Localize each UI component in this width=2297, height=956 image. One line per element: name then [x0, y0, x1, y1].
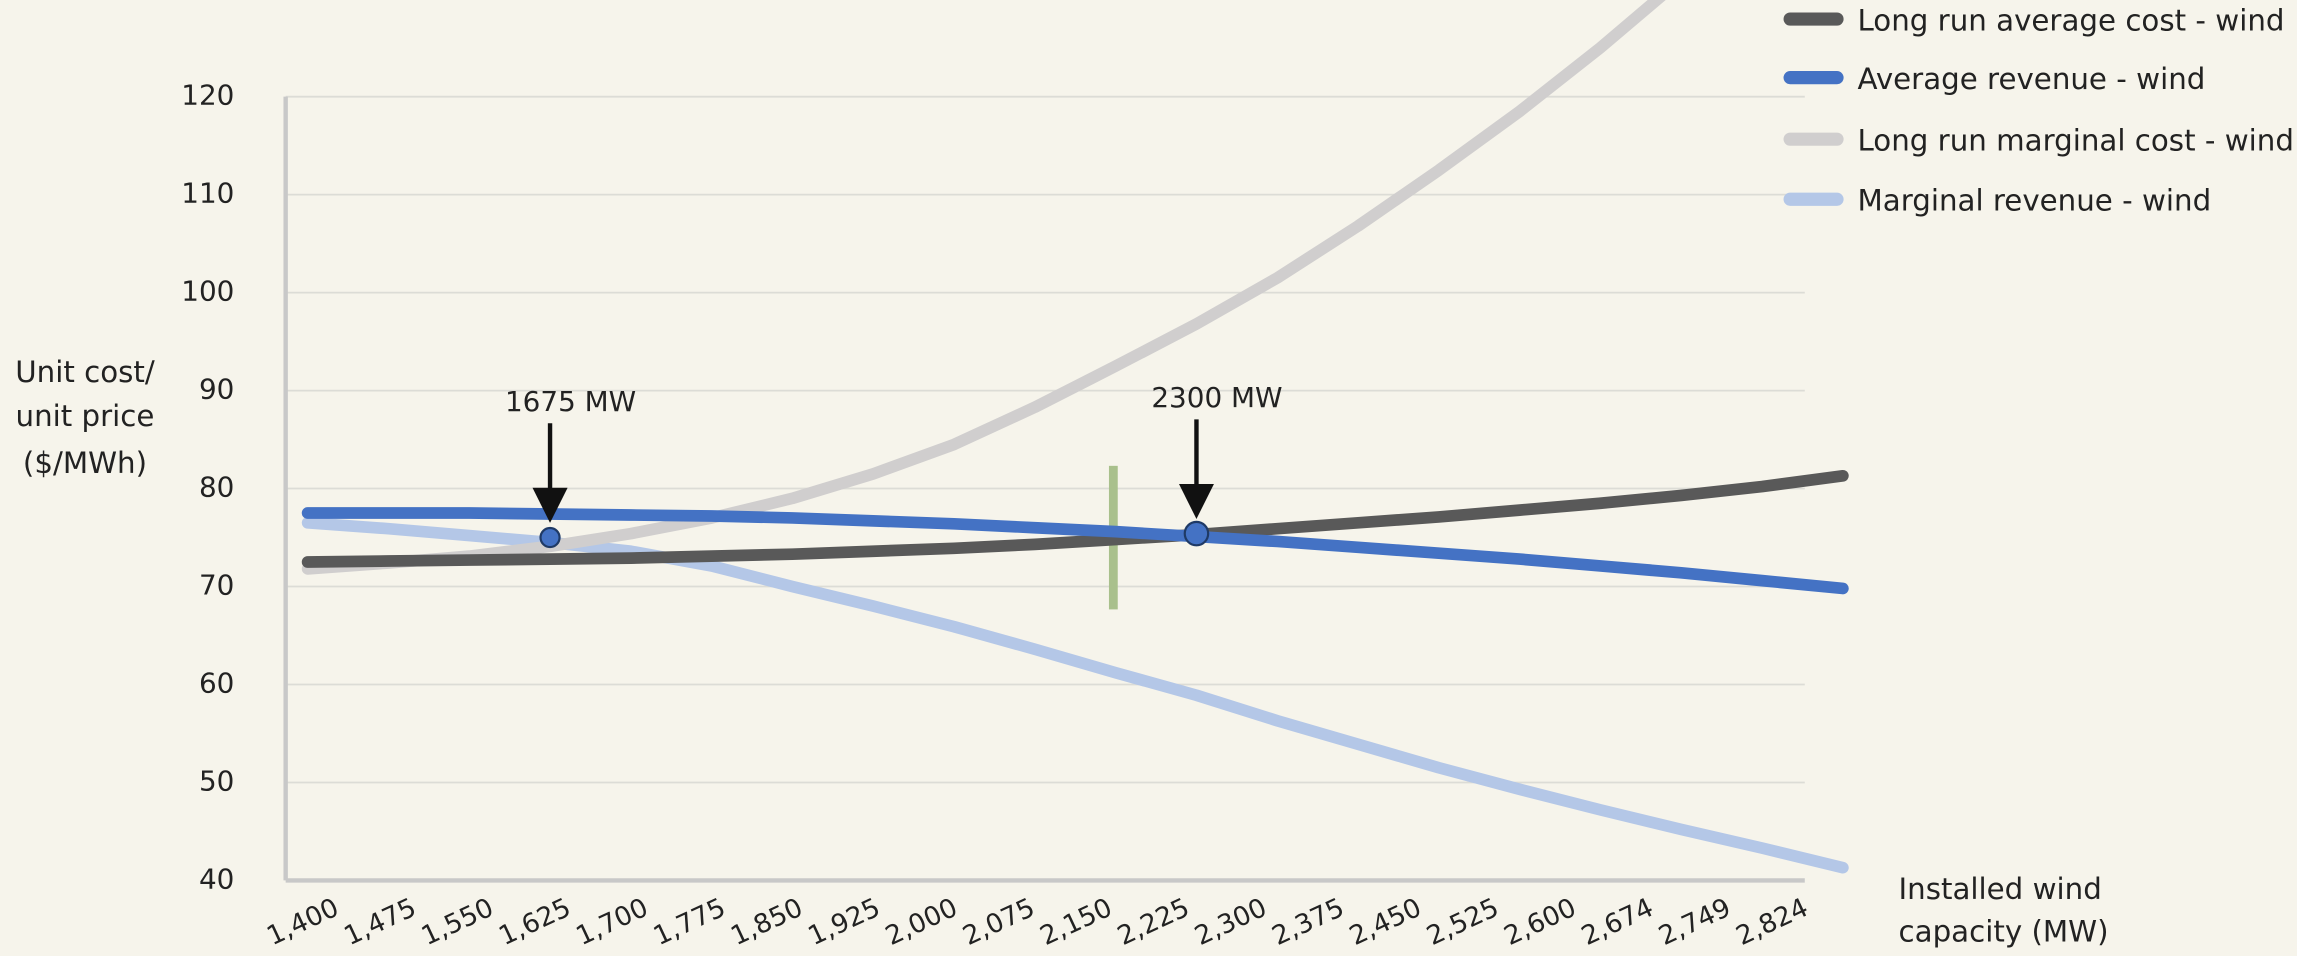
y-axis-label: unit price — [16, 399, 155, 433]
x-axis-label: Installed wind — [1899, 872, 2102, 906]
legend-label: Long run average cost - wind — [1858, 3, 2285, 37]
y-axis-label: Unit cost/ — [15, 355, 155, 389]
annotation-point — [539, 526, 561, 549]
legend-label: Average revenue - wind — [1858, 62, 2206, 96]
y-tick-label: 50 — [199, 764, 234, 797]
annotations: 1675 MW 2300 MW — [505, 381, 1283, 549]
annotation-text: 1675 MW — [505, 385, 636, 418]
y-tick-label: 110 — [181, 177, 234, 210]
annotation-point — [1183, 520, 1210, 547]
legend-label: Marginal revenue - wind — [1858, 184, 2212, 218]
y-tick-label: 80 — [199, 471, 234, 504]
y-tick-label: 40 — [199, 862, 234, 895]
y-tick-label: 70 — [199, 569, 234, 602]
x-axis-label: capacity (MW) — [1899, 915, 2109, 949]
annotation-text: 2300 MW — [1151, 381, 1282, 414]
legend-label: Long run marginal cost - wind — [1858, 124, 2294, 158]
y-tick-label: 100 — [181, 275, 234, 308]
y-tick-label: 90 — [199, 373, 234, 406]
series-line — [301, 469, 1849, 568]
y-tick-label: 120 — [181, 79, 234, 112]
y-axis-label: ($/MWh) — [23, 446, 147, 480]
series-line — [301, 0, 1666, 575]
legend: Long run average cost - wind Average reve… — [1783, 3, 2294, 218]
y-tick-label: 60 — [199, 666, 234, 699]
